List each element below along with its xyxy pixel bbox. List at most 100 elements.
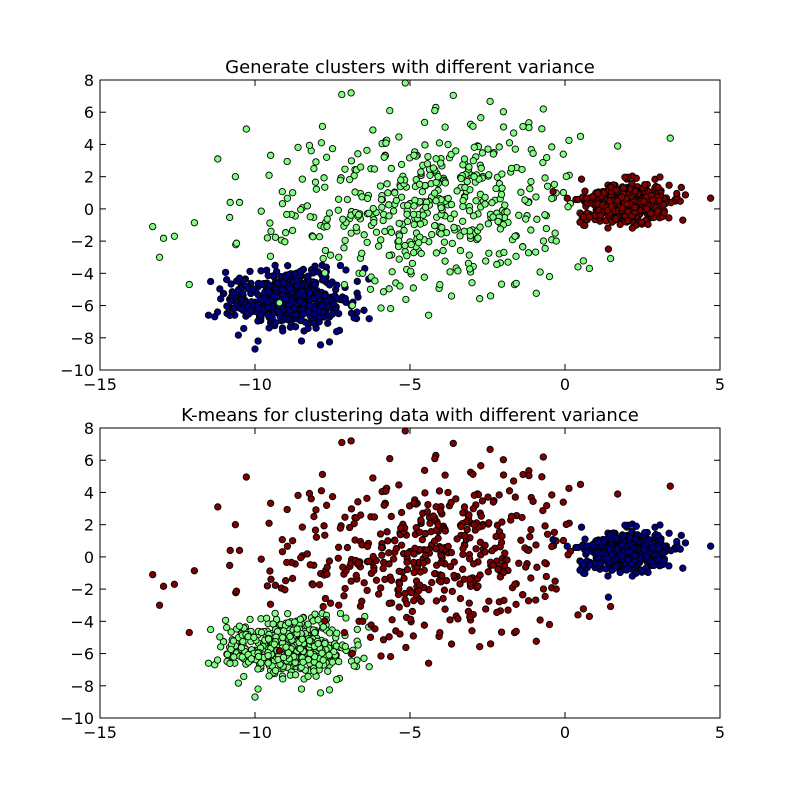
top-cluster-2-point: [681, 191, 690, 199]
top-cluster-1-point: [345, 175, 354, 184]
bottom-cluster-0-point: [304, 620, 312, 628]
top-cluster-1-point: [435, 139, 444, 147]
top-cluster-1-point: [509, 129, 518, 137]
top-cluster-2-point: [637, 218, 646, 226]
top-cluster-1-point: [416, 220, 425, 228]
bottom-cluster-1-point: [541, 592, 549, 601]
top-cluster-1-point: [348, 301, 356, 310]
bottom-cluster-1-point: [409, 632, 417, 640]
bottom-cluster-2-point: [673, 537, 681, 546]
bottom-y-tick-label: 0: [84, 548, 94, 567]
bottom-cluster-0-point: [293, 625, 301, 633]
top-cluster-1-point: [266, 219, 274, 227]
bottom-cluster-1-point: [539, 585, 548, 593]
bottom-cluster-1-point: [384, 537, 392, 545]
bottom-cluster-2-point: [581, 535, 589, 543]
bottom-cluster-1-point: [525, 471, 533, 480]
top-cluster-1-point: [370, 218, 378, 227]
bottom-cluster-1-point: [231, 521, 240, 529]
top-cluster-1-point: [606, 254, 615, 263]
top-cluster-2-point: [563, 194, 571, 202]
top-cluster-1-point: [494, 217, 502, 226]
top-cluster-0-point: [235, 274, 244, 282]
top-cluster-1-point: [363, 194, 372, 203]
top-cluster-1-point: [303, 202, 311, 210]
bottom-cluster-1-point: [509, 477, 518, 485]
top-cluster-1-point: [340, 280, 349, 289]
bottom-cluster-1-point: [385, 549, 393, 557]
bottom-cluster-1-point: [543, 530, 552, 538]
bottom-cluster-2-point: [549, 535, 557, 544]
bottom-cluster-1-point: [465, 511, 473, 519]
bottom-cluster-1-point: [447, 640, 456, 648]
bottom-cluster-2-point: [623, 548, 631, 556]
bottom-cluster-1-point: [456, 580, 464, 588]
bottom-cluster-1-point: [389, 555, 398, 563]
bottom-cluster-0-point: [319, 656, 327, 664]
top-cluster-1-point: [450, 210, 458, 218]
top-cluster-1-point: [385, 201, 393, 209]
bottom-cluster-1-point: [319, 602, 327, 611]
top-cluster-1-point: [377, 304, 385, 312]
bottom-cluster-0-point: [223, 650, 232, 659]
top-cluster-0-point: [282, 295, 290, 303]
bottom-cluster-1-point: [263, 582, 272, 590]
bottom-cluster-1-point: [265, 519, 273, 527]
bottom-cluster-1-point: [447, 548, 456, 557]
bottom-cluster-1-point: [380, 501, 388, 509]
bottom-cluster-1-point: [439, 594, 447, 603]
top-cluster-1-point: [343, 195, 352, 204]
bottom-cluster-2-point: [631, 551, 639, 560]
bottom-cluster-1-point: [496, 573, 505, 581]
bottom-cluster-1-point: [294, 491, 302, 500]
bottom-cluster-1-point: [415, 528, 424, 536]
top-cluster-0-point: [315, 313, 323, 321]
bottom-x-tick-label: 0: [560, 723, 570, 742]
top-cluster-0-point: [246, 267, 254, 276]
top-cluster-0-point: [350, 314, 358, 322]
top-cluster-1-point: [499, 123, 508, 131]
bottom-y-tick-label: −8: [70, 677, 94, 696]
bottom-cluster-2-point: [641, 528, 649, 537]
bottom-cluster-1-point: [501, 549, 509, 557]
top-cluster-1-point: [461, 183, 469, 192]
top-cluster-2-point: [631, 187, 639, 196]
top-cluster-1-point: [522, 215, 530, 223]
bottom-cluster-1-point: [340, 592, 348, 600]
bottom-cluster-1-point: [431, 570, 439, 578]
bottom-cluster-0-point: [257, 659, 265, 667]
top-cluster-1-point: [529, 149, 537, 158]
top-cluster-1-point: [309, 233, 317, 241]
bottom-cluster-0-point: [254, 652, 263, 661]
bottom-cluster-1-point: [548, 542, 556, 551]
top-cluster-1-point: [449, 91, 457, 100]
top-cluster-1-point: [428, 230, 436, 239]
top-cluster-1-point: [517, 188, 525, 196]
top-cluster-0-point: [234, 331, 243, 339]
bottom-cluster-1-point: [493, 608, 501, 617]
top-cluster-1-point: [420, 118, 429, 127]
bottom-cluster-1-point: [395, 481, 403, 489]
bottom-cluster-1-point: [466, 613, 474, 621]
bottom-cluster-1-point: [303, 550, 311, 558]
bottom-cluster-1-point: [434, 521, 442, 529]
top-cluster-0-point: [213, 308, 222, 316]
top-cluster-0-point: [325, 281, 334, 289]
top-cluster-1-point: [339, 215, 347, 223]
top-cluster-0-point: [316, 341, 325, 349]
bottom-cluster-0-point: [342, 614, 350, 622]
bottom-cluster-0-point: [254, 685, 262, 693]
bottom-cluster-1-point: [515, 559, 523, 567]
top-cluster-1-point: [478, 149, 487, 157]
top-cluster-1-point: [323, 215, 331, 223]
bottom-cluster-1-point: [545, 620, 554, 629]
top-cluster-1-point: [403, 252, 411, 260]
top-cluster-1-point: [459, 217, 467, 225]
bottom-cluster-2-point: [628, 572, 637, 580]
top-cluster-2-point: [581, 221, 589, 230]
bottom-cluster-1-point: [321, 617, 329, 625]
bottom-cluster-1-point: [352, 571, 360, 580]
bottom-cluster-0-point: [254, 665, 262, 673]
top-cluster-1-point: [432, 249, 441, 257]
top-cluster-1-point: [512, 279, 520, 288]
